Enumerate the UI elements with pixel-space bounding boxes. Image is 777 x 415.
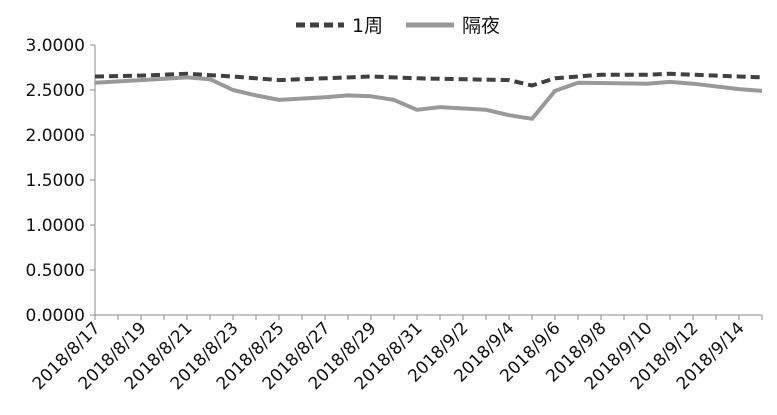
axes: 0.0000 0.5000 1.0000 1.5000 2.0000 2.5000 3.00… [26, 36, 763, 394]
legend: 1周 隔夜 [296, 15, 500, 37]
legend-label-1-week: 1周 [352, 15, 383, 37]
series-line-overnight [94, 75, 763, 121]
y-tick-label: 1.0000 [26, 216, 85, 236]
series-lines [94, 71, 763, 121]
legend-label-overnight: 隔夜 [462, 15, 500, 37]
y-tick-label: 1.5000 [26, 171, 85, 191]
y-tick-label: 2.0000 [26, 126, 85, 146]
series-line-1-week [94, 71, 763, 88]
y-tick-label: 0.0000 [26, 306, 85, 326]
y-tick-label: 0.5000 [26, 261, 85, 281]
y-tick-label: 2.5000 [26, 81, 85, 101]
y-tick-label: 3.0000 [26, 36, 85, 56]
